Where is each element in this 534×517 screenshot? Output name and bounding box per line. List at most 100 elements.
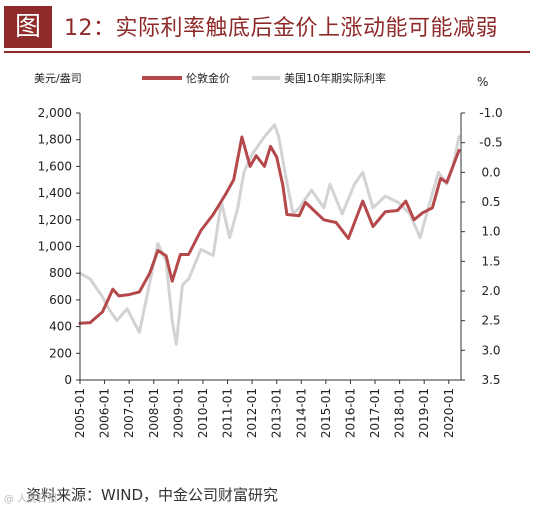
- real-rate-point: [138, 331, 141, 334]
- gold-price-point: [240, 135, 244, 139]
- left-tick-label: 200: [49, 346, 72, 360]
- x-tick-label: 2011-01: [221, 388, 235, 438]
- x-tick-label: 2007-01: [122, 388, 136, 438]
- x-tick-label: 2017-01: [368, 388, 382, 438]
- right-tick-label: -0.5: [479, 136, 502, 150]
- real-rate-point: [341, 212, 344, 216]
- left-tick-label: 1,800: [38, 133, 72, 147]
- left-tick-label: 400: [49, 320, 72, 334]
- header-divider: [4, 51, 530, 53]
- right-tick-label: 0.5: [481, 195, 500, 209]
- right-axis-label: %: [477, 75, 488, 89]
- gold-price-point: [199, 229, 203, 232]
- real-rate-point: [175, 343, 178, 346]
- real-rate-point: [361, 171, 364, 174]
- real-rate-line: [78, 123, 461, 346]
- gold-price-point: [138, 290, 141, 294]
- gold-price-point: [263, 165, 266, 168]
- x-tick-label: 2015-01: [319, 388, 333, 438]
- real-rate-point: [437, 171, 440, 174]
- gold-price-point: [187, 253, 190, 256]
- right-tick-label: 1.5: [481, 254, 500, 268]
- real-rate-point: [457, 135, 461, 138]
- gold-price-point: [361, 199, 364, 203]
- watermark: @ 人民日报: [4, 494, 58, 505]
- gold-price-point: [304, 201, 307, 204]
- gold-price-point: [439, 177, 442, 180]
- gold-price-point: [156, 249, 160, 252]
- real-rate-point: [418, 236, 422, 239]
- x-tick-label: 2014-01: [294, 388, 308, 438]
- gold-price-point: [148, 272, 151, 275]
- gold-price-point: [371, 225, 375, 228]
- real-rate-point: [107, 307, 110, 310]
- gold-price-point: [224, 193, 227, 196]
- real-rate-point: [273, 123, 276, 127]
- gold-price-point: [128, 293, 131, 296]
- figure-title: 12：实际利率触底后金价上涨动能可能减弱: [64, 16, 498, 41]
- real-rate-point: [228, 236, 231, 239]
- left-tick-label: 2,000: [38, 106, 72, 120]
- right-tick-label: 0.0: [481, 165, 500, 179]
- gold-price-point: [101, 310, 104, 314]
- gold-price-point: [457, 149, 461, 152]
- right-tick-label: 3.5: [481, 373, 500, 387]
- gold-price-point: [248, 165, 252, 168]
- gold-price-point: [431, 206, 434, 209]
- real-rate-point: [101, 295, 104, 299]
- gold-price-point: [334, 221, 338, 224]
- gold-price-point: [396, 209, 399, 212]
- real-rate-point: [171, 319, 174, 322]
- x-tick-label: 2018-01: [393, 388, 407, 438]
- x-tick-label: 2005-01: [73, 388, 87, 438]
- real-rate-point: [242, 171, 246, 174]
- gold-price-point: [347, 237, 350, 240]
- figure-badge: 图: [4, 6, 52, 48]
- gold-price-point: [111, 288, 115, 291]
- real-rate-point: [298, 206, 301, 210]
- gold-price-point: [298, 214, 301, 217]
- gold-price-point: [404, 199, 407, 203]
- x-tick-label: 2019-01: [417, 388, 431, 438]
- real-rate-point: [396, 200, 399, 204]
- right-tick-label: 3.0: [481, 343, 500, 357]
- x-tick-label: 2013-01: [270, 388, 284, 438]
- gold-price-point: [179, 253, 182, 256]
- gold-price-point: [117, 294, 121, 298]
- x-tick-label: 2012-01: [245, 388, 259, 438]
- chart-series: [78, 123, 461, 346]
- left-tick-label: 1,000: [38, 240, 72, 254]
- left-tick-label: 800: [49, 266, 72, 280]
- gold-price-point: [164, 254, 168, 257]
- real-rate-point: [263, 135, 266, 138]
- gold-price-line: [78, 135, 461, 325]
- gold-price-point: [232, 178, 235, 181]
- gold-price-point: [322, 218, 325, 221]
- real-rate-point: [322, 206, 325, 210]
- real-rate-point: [115, 319, 119, 322]
- x-tick-label: 2016-01: [343, 388, 357, 438]
- real-rate-point: [212, 254, 215, 257]
- real-rate-point: [181, 283, 184, 287]
- left-tick-label: 1,400: [38, 186, 72, 200]
- x-tick-label: 2006-01: [98, 388, 112, 438]
- right-tick-label: 2.0: [481, 284, 500, 298]
- gold-price-point: [255, 154, 258, 157]
- x-tick-label: 2009-01: [171, 388, 185, 438]
- left-tick-label: 1,200: [38, 213, 72, 227]
- real-rate-point: [199, 248, 203, 251]
- x-tick-label: 2010-01: [196, 388, 210, 438]
- real-rate-point: [250, 153, 254, 156]
- real-rate-point: [328, 183, 332, 186]
- gold-price-point: [212, 213, 215, 216]
- real-rate-point: [353, 183, 356, 186]
- gold-price-point: [445, 181, 448, 184]
- gold-price-point: [412, 218, 416, 221]
- gold-price-point: [269, 145, 272, 148]
- real-rate-point: [283, 171, 287, 174]
- real-rate-point: [156, 242, 160, 245]
- real-rate-point: [371, 206, 375, 210]
- gold-price-point: [285, 213, 289, 216]
- legend-label-gold: 伦敦金价: [186, 71, 230, 85]
- right-tick-label: 2.5: [481, 314, 500, 328]
